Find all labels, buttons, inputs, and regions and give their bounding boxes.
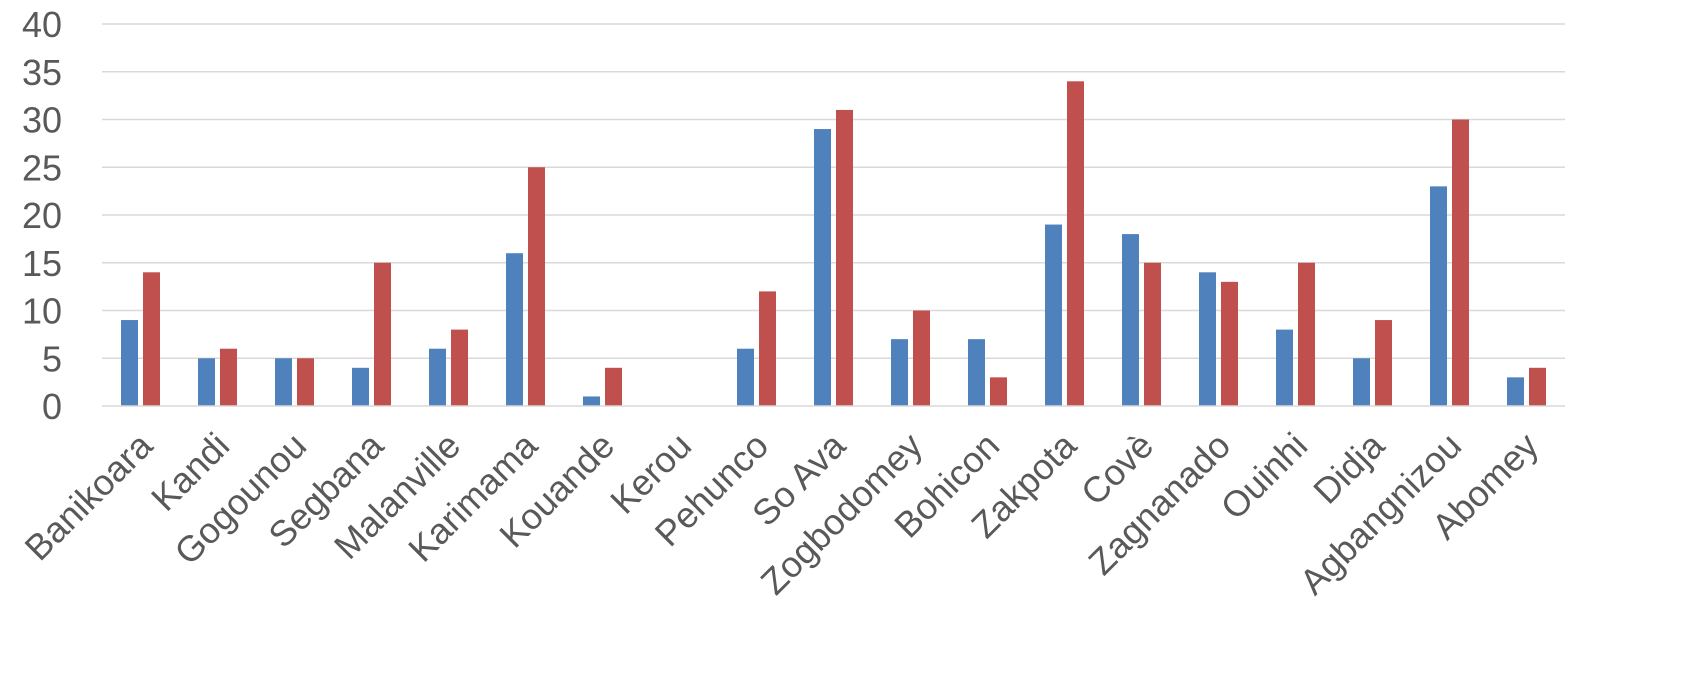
bar-series-1-pehunco [737,348,754,406]
bar-series-1-zogbodomey [891,339,908,406]
gridlines [102,23,1565,359]
bar-series-2-so-ava [836,109,853,406]
bar-series-2-zakpota [1067,81,1084,407]
bar-series-2-banikoara [143,272,160,406]
bar-series-1-karimama [506,253,523,406]
y-tick-label: 40 [22,4,62,45]
y-tick-label: 30 [22,100,62,141]
y-tick-label: 10 [22,291,62,332]
bar-series-2-malanville [451,329,468,406]
y-tick-label: 35 [22,52,62,93]
y-axis-tick-labels: 0 5 10 15 20 25 30 35 40 [22,4,62,427]
x-category-label: Banikoara [17,424,161,568]
x-category-label: Ouinhi [1213,425,1316,528]
bar-series-2-didja [1375,320,1392,406]
bar-series-1-gogounou [275,358,292,406]
bar-series-1-malanville [429,348,446,406]
bar-series-2-cov- [1144,262,1161,406]
bar-series-1-banikoara [121,320,138,406]
x-axis-category-labels: BanikoaraKandiGogounouSegbanaMalanvilleK… [17,424,1547,602]
bar-series-2-zagnanado [1221,281,1238,406]
bar-series-2-segbana [374,262,391,406]
bar-series-2-gogounou [297,358,314,406]
bar-series-1-so-ava [814,129,831,407]
bar-series-2-abomey [1529,367,1546,406]
bar-series-1-cov- [1122,234,1139,406]
y-tick-label: 20 [22,195,62,236]
bar-series-2-bohicon [990,377,1007,406]
bar-series-2-zogbodomey [913,310,930,406]
bar-series-1-bohicon [968,339,985,406]
bar-series-1-zakpota [1045,224,1062,406]
y-tick-label: 25 [22,147,62,188]
bar-series-1-segbana [352,367,369,406]
bar-series-1-agbangnizou [1430,186,1447,406]
bar-series-1-didja [1353,358,1370,406]
bar-series-1-zagnanado [1199,272,1216,406]
bar-series-2-ouinhi [1298,262,1315,406]
bar-series-2-karimama [528,167,545,406]
bar-series-1-abomey [1507,377,1524,406]
bars [121,81,1546,407]
bar-series-2-pehunco [759,291,776,406]
bar-series-2-kandi [220,348,237,406]
bar-series-1-kouande [583,396,600,406]
y-tick-label: 15 [22,243,62,284]
y-tick-label: 0 [42,386,62,427]
bar-series-1-ouinhi [1276,329,1293,406]
bar-series-2-kouande [605,367,622,406]
y-tick-label: 5 [42,338,62,379]
bar-series-2-agbangnizou [1452,119,1469,406]
bar-series-1-kandi [198,358,215,406]
